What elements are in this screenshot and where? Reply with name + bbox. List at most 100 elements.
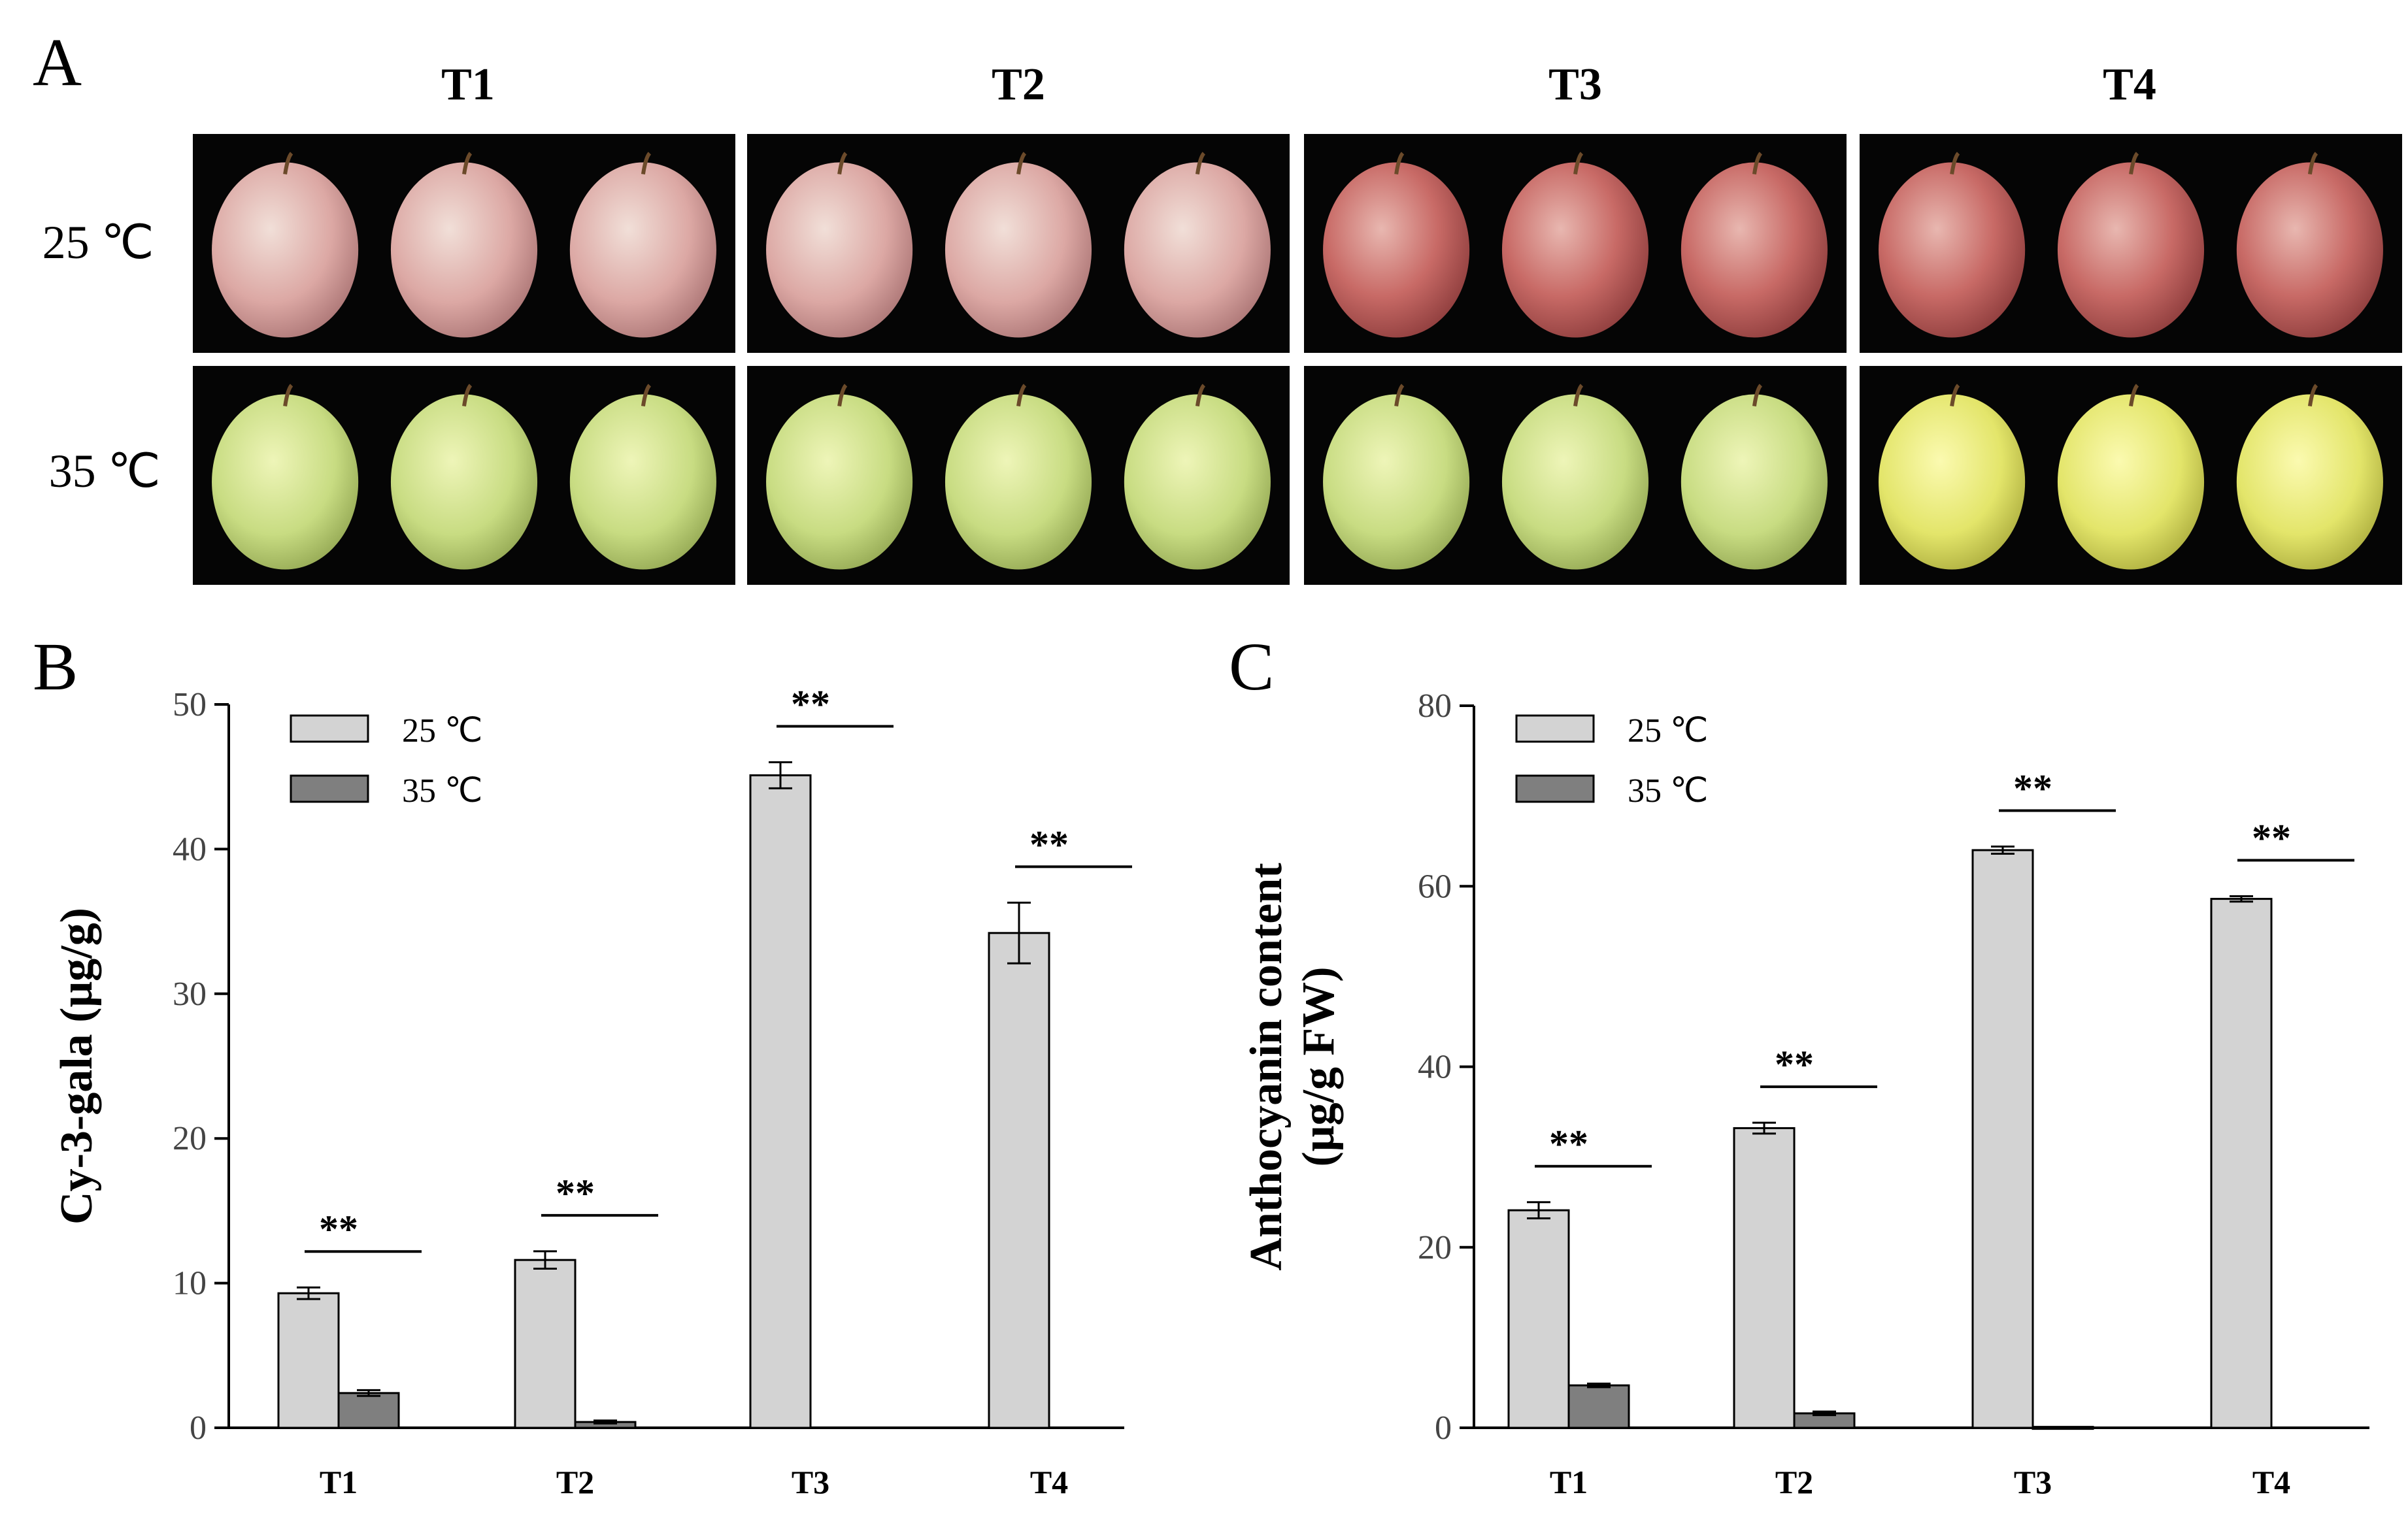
- bar-25c-t1: [1507, 1209, 1570, 1429]
- apple-stem-t2-25c-3: [1195, 152, 1206, 175]
- significance-marker-t2: **: [1775, 1043, 1814, 1086]
- apple-stem-t4-35c-3: [2307, 384, 2318, 407]
- y-tick-label: 80: [1418, 687, 1452, 725]
- y-axis-label-group: Cy-3-gala (μg/g): [52, 908, 102, 1225]
- y-axis-label: Cy-3-gala (μg/g): [52, 908, 102, 1225]
- legend-label-25c: 25 ℃: [402, 712, 482, 750]
- apple-t4-25c-2: [2057, 162, 2205, 338]
- apple-stem-t1-25c-3: [641, 152, 652, 175]
- x-tick-label-t3: T3: [792, 1464, 829, 1500]
- x-tick-label-t4: T4: [2252, 1464, 2290, 1500]
- y-axis-label-line: Anthocyanin content: [1241, 863, 1292, 1270]
- apple-stem-t1-35c-3: [641, 384, 652, 407]
- photo-row-label-35c: 35 ℃: [49, 445, 161, 497]
- apple-t1-35c-3: [569, 394, 716, 570]
- apple-t1-35c-1: [212, 394, 359, 570]
- apple-stem-t3-35c-2: [1573, 384, 1584, 407]
- apple-stem-t4-25c-2: [2129, 152, 2139, 175]
- y-tick-label: 60: [1418, 868, 1452, 905]
- x-tick-label-t3: T3: [2014, 1464, 2052, 1500]
- apple-t1-25c-2: [390, 162, 538, 338]
- apple-t4-35c-1: [1879, 394, 2026, 570]
- apple-stem-t1-25c-1: [283, 152, 293, 175]
- bar-35c-t1: [337, 1392, 400, 1429]
- photo-grid: [193, 134, 2402, 585]
- y-tick-label: 30: [173, 976, 207, 1013]
- photo-column-label-t1: T1: [441, 59, 495, 110]
- apple-t3-35c-3: [1681, 394, 1828, 570]
- apple-stem-t3-25c-2: [1573, 152, 1584, 175]
- legend-label-25c: 25 ℃: [1628, 712, 1708, 750]
- bar-25c-t3: [1971, 849, 2034, 1429]
- apple-t3-25c-2: [1501, 162, 1649, 338]
- apple-stem-t1-35c-2: [462, 384, 473, 407]
- apple-stem-t2-25c-1: [837, 152, 848, 175]
- y-tick-label: 0: [190, 1409, 207, 1447]
- apple-t3-25c-1: [1323, 162, 1470, 338]
- apple-t2-35c-1: [766, 394, 913, 570]
- apple-t4-35c-3: [2236, 394, 2383, 570]
- bar-35c-t1: [1567, 1384, 1630, 1429]
- panel-letter-c: C: [1229, 629, 1274, 704]
- bar-35c-t3: [2032, 1426, 2094, 1430]
- legend-swatch-25c: [290, 714, 369, 743]
- legend-label-35c: 35 ℃: [1628, 772, 1708, 810]
- apple-t1-25c-1: [212, 162, 359, 338]
- significance-marker-t3: **: [2013, 766, 2052, 810]
- apple-t4-25c-3: [2236, 162, 2383, 338]
- bar-25c-t2: [514, 1259, 577, 1429]
- apple-stem-t4-35c-2: [2129, 384, 2139, 407]
- apple-stem-t1-25c-2: [462, 152, 473, 175]
- chart-b: 0 10 20 30 40 50 Cy-3-gala (μg/g) ** T1 ** T2 ** T3 *…: [52, 683, 1132, 1500]
- panel-letter-b: B: [33, 629, 78, 704]
- y-tick-label: 40: [173, 831, 207, 868]
- bar-25c-t2: [1733, 1127, 1796, 1429]
- apple-stem-t2-35c-1: [837, 384, 848, 407]
- apple-t2-35c-2: [945, 394, 1092, 570]
- apple-stem-t3-25c-1: [1394, 152, 1405, 175]
- legend-label-35c: 35 ℃: [402, 772, 482, 810]
- y-tick-label: 50: [173, 686, 207, 723]
- x-tick-label-t4: T4: [1030, 1464, 1068, 1500]
- photo-row-label-25c: 25 ℃: [42, 216, 154, 269]
- y-tick-label: 40: [1418, 1049, 1452, 1086]
- bar-25c-t4: [988, 932, 1050, 1429]
- apple-stem-t2-35c-2: [1016, 384, 1027, 407]
- photo-column-label-t2: T2: [992, 59, 1045, 110]
- significance-marker-t3: **: [791, 683, 830, 726]
- legend-swatch-35c: [1515, 774, 1595, 803]
- y-axis-label-group: Anthocyanin content (μg/g FW): [1241, 863, 1344, 1270]
- apple-t4-25c-1: [1879, 162, 2026, 338]
- panel-letter-a: A: [33, 25, 82, 100]
- apple-stem-t2-35c-3: [1195, 384, 1206, 407]
- apple-stem-t3-25c-3: [1752, 152, 1763, 175]
- apple-stem-t1-35c-1: [283, 384, 293, 407]
- significance-marker-t2: **: [556, 1172, 595, 1215]
- y-tick-label: 0: [1435, 1409, 1452, 1447]
- apple-stem-t3-35c-3: [1752, 384, 1763, 407]
- x-tick-label-t2: T2: [1775, 1464, 1813, 1500]
- y-axis-label-line: (μg/g FW): [1294, 966, 1344, 1166]
- significance-marker-t1: **: [1549, 1123, 1588, 1166]
- apple-t2-25c-1: [766, 162, 913, 338]
- legend-swatch-35c: [290, 774, 369, 803]
- apple-stem-t3-35c-1: [1394, 384, 1405, 407]
- apple-t3-25c-3: [1681, 162, 1828, 338]
- apple-stem-t4-25c-1: [1950, 152, 1960, 175]
- apple-t2-35c-3: [1124, 394, 1271, 570]
- apple-t2-25c-3: [1124, 162, 1271, 338]
- apple-t3-35c-1: [1323, 394, 1470, 570]
- apple-stem-t2-25c-2: [1016, 152, 1027, 175]
- apple-stem-t4-35c-1: [1950, 384, 1960, 407]
- apple-t1-25c-3: [569, 162, 716, 338]
- apple-t2-25c-2: [945, 162, 1092, 338]
- y-tick-label: 10: [173, 1265, 207, 1302]
- bar-25c-t1: [277, 1292, 340, 1429]
- photo-column-label-t3: T3: [1548, 59, 1602, 110]
- legend-swatch-25c: [1515, 714, 1595, 743]
- bar-25c-t3: [749, 774, 812, 1429]
- x-tick-label-t1: T1: [320, 1464, 358, 1500]
- apple-t1-35c-2: [390, 394, 538, 570]
- chart-c: 0 20 40 60 80 Anthocyanin content (μg/g FW) ** T…: [1241, 687, 2369, 1500]
